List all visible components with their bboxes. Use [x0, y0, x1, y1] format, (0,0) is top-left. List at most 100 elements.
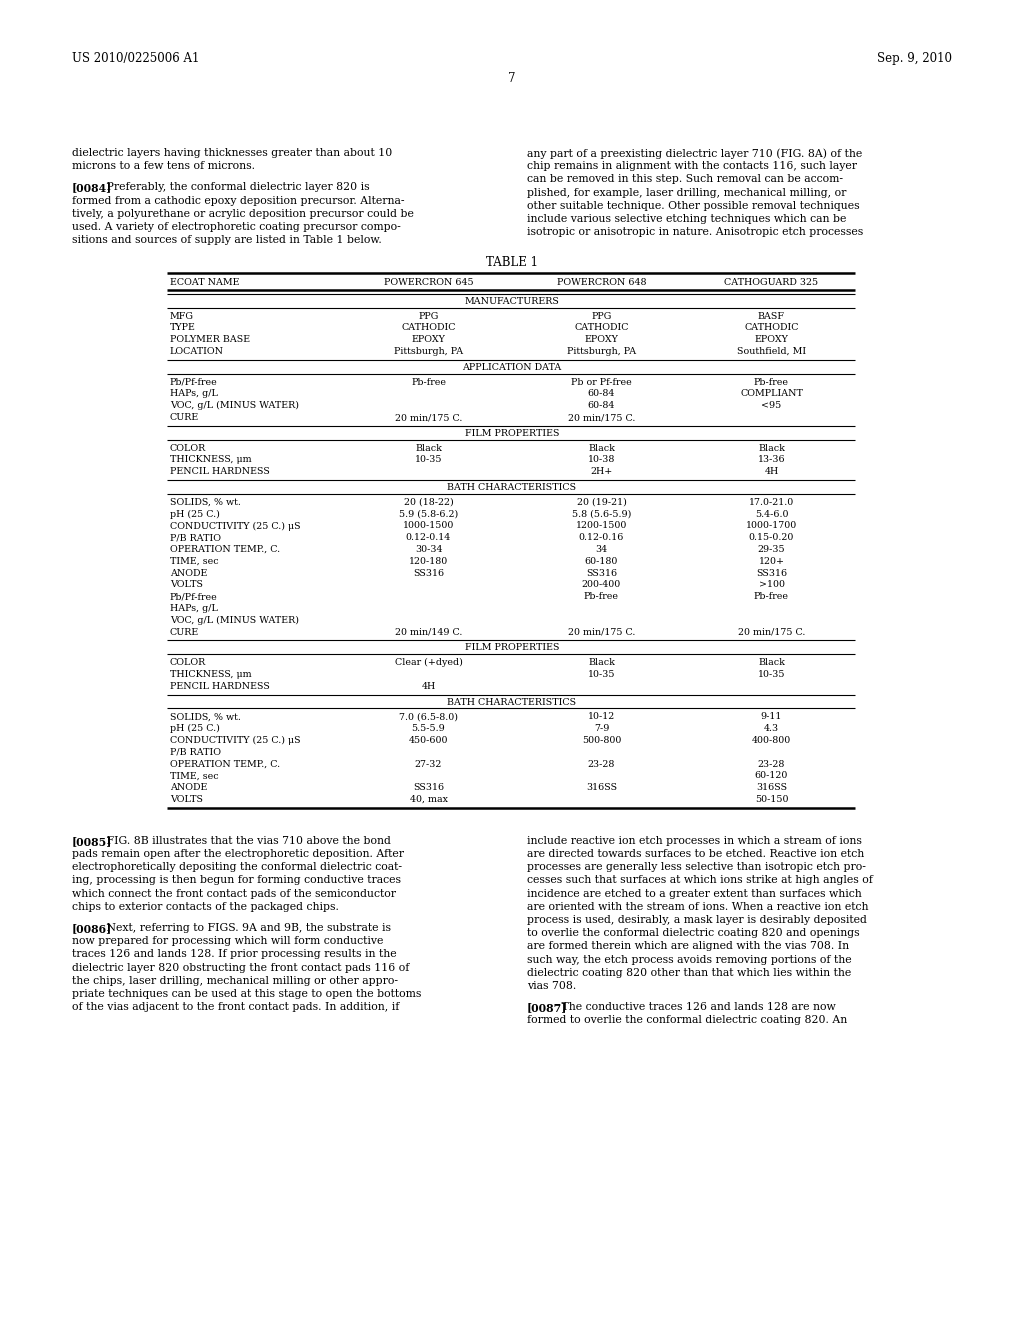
- Text: 7-9: 7-9: [594, 725, 609, 733]
- Text: 7.0 (6.5-8.0): 7.0 (6.5-8.0): [399, 713, 458, 722]
- Text: CURE: CURE: [170, 413, 200, 422]
- Text: priate techniques can be used at this stage to open the bottoms: priate techniques can be used at this st…: [72, 989, 421, 999]
- Text: SS316: SS316: [413, 783, 444, 792]
- Text: FILM PROPERTIES: FILM PROPERTIES: [465, 429, 559, 438]
- Text: 120-180: 120-180: [409, 557, 449, 566]
- Text: 1000-1500: 1000-1500: [402, 521, 455, 531]
- Text: 23-28: 23-28: [758, 759, 785, 768]
- Text: 20 min/175 C.: 20 min/175 C.: [738, 627, 805, 636]
- Text: 10-35: 10-35: [415, 455, 442, 465]
- Text: PPG: PPG: [419, 312, 438, 321]
- Text: PENCIL HARDNESS: PENCIL HARDNESS: [170, 682, 270, 690]
- Text: EPOXY: EPOXY: [585, 335, 618, 345]
- Text: SS316: SS316: [413, 569, 444, 578]
- Text: CONDUCTIVITY (25 C.) μS: CONDUCTIVITY (25 C.) μS: [170, 521, 301, 531]
- Text: Pb or Pf-free: Pb or Pf-free: [571, 378, 632, 387]
- Text: POWERCRON 648: POWERCRON 648: [557, 279, 646, 286]
- Text: Sep. 9, 2010: Sep. 9, 2010: [877, 51, 952, 65]
- Text: OPERATION TEMP., C.: OPERATION TEMP., C.: [170, 759, 281, 768]
- Text: EPOXY: EPOXY: [755, 335, 788, 345]
- Text: process is used, desirably, a mask layer is desirably deposited: process is used, desirably, a mask layer…: [527, 915, 867, 925]
- Text: COMPLIANT: COMPLIANT: [740, 389, 803, 399]
- Text: 5.4-6.0: 5.4-6.0: [755, 510, 788, 519]
- Text: 450-600: 450-600: [409, 737, 449, 744]
- Text: HAPs, g/L: HAPs, g/L: [170, 605, 218, 612]
- Text: isotropic or anisotropic in nature. Anisotropic etch processes: isotropic or anisotropic in nature. Anis…: [527, 227, 863, 238]
- Text: Pb/Pf-free: Pb/Pf-free: [170, 593, 218, 601]
- Text: Black: Black: [588, 659, 615, 667]
- Text: any part of a preexisting dielectric layer 710 (FIG. 8A) of the: any part of a preexisting dielectric lay…: [527, 148, 862, 158]
- Text: chips to exterior contacts of the packaged chips.: chips to exterior contacts of the packag…: [72, 902, 339, 912]
- Text: 0.12-0.14: 0.12-0.14: [406, 533, 452, 543]
- Text: SOLIDS, % wt.: SOLIDS, % wt.: [170, 498, 241, 507]
- Text: 0.15-0.20: 0.15-0.20: [749, 533, 795, 543]
- Text: formed from a cathodic epoxy deposition precursor. Alterna-: formed from a cathodic epoxy deposition …: [72, 195, 404, 206]
- Text: BATH CHARACTERISTICS: BATH CHARACTERISTICS: [447, 697, 577, 706]
- Text: VOC, g/L (MINUS WATER): VOC, g/L (MINUS WATER): [170, 616, 299, 624]
- Text: 2H+: 2H+: [591, 467, 612, 477]
- Text: ANODE: ANODE: [170, 783, 208, 792]
- Text: dielectric layer 820 obstructing the front contact pads 116 of: dielectric layer 820 obstructing the fro…: [72, 962, 410, 973]
- Text: TIME, sec: TIME, sec: [170, 557, 219, 566]
- Text: BASF: BASF: [758, 312, 785, 321]
- Text: 20 (18-22): 20 (18-22): [403, 498, 454, 507]
- Text: ANODE: ANODE: [170, 569, 208, 578]
- Text: FIG. 8B illustrates that the vias 710 above the bond: FIG. 8B illustrates that the vias 710 ab…: [96, 836, 391, 846]
- Text: COLOR: COLOR: [170, 444, 206, 453]
- Text: CATHODIC: CATHODIC: [744, 323, 799, 333]
- Text: can be removed in this step. Such removal can be accom-: can be removed in this step. Such remova…: [527, 174, 843, 185]
- Text: 20 min/175 C.: 20 min/175 C.: [568, 627, 635, 636]
- Text: of the vias adjacent to the front contact pads. In addition, if: of the vias adjacent to the front contac…: [72, 1002, 399, 1012]
- Text: CATHOGUARD 325: CATHOGUARD 325: [724, 279, 818, 286]
- Text: P/B RATIO: P/B RATIO: [170, 533, 221, 543]
- Text: cesses such that surfaces at which ions strike at high angles of: cesses such that surfaces at which ions …: [527, 875, 872, 886]
- Text: SS316: SS316: [586, 569, 617, 578]
- Text: THICKNESS, μm: THICKNESS, μm: [170, 455, 252, 465]
- Text: to overlie the conformal dielectric coating 820 and openings: to overlie the conformal dielectric coat…: [527, 928, 859, 939]
- Text: The conductive traces 126 and lands 128 are now: The conductive traces 126 and lands 128 …: [551, 1002, 836, 1012]
- Text: TIME, sec: TIME, sec: [170, 771, 219, 780]
- Text: 4H: 4H: [764, 467, 778, 477]
- Text: incidence are etched to a greater extent than surfaces which: incidence are etched to a greater extent…: [527, 888, 862, 899]
- Text: 60-180: 60-180: [585, 557, 618, 566]
- Text: 60-84: 60-84: [588, 401, 615, 411]
- Text: are directed towards surfaces to be etched. Reactive ion etch: are directed towards surfaces to be etch…: [527, 849, 864, 859]
- Text: Pittsburgh, PA: Pittsburgh, PA: [394, 347, 463, 356]
- Text: pads remain open after the electrophoretic deposition. After: pads remain open after the electrophoret…: [72, 849, 404, 859]
- Text: 0.12-0.16: 0.12-0.16: [579, 533, 625, 543]
- Text: OPERATION TEMP., C.: OPERATION TEMP., C.: [170, 545, 281, 554]
- Text: 20 min/175 C.: 20 min/175 C.: [395, 413, 462, 422]
- Text: 316SS: 316SS: [756, 783, 787, 792]
- Text: Preferably, the conformal dielectric layer 820 is: Preferably, the conformal dielectric lay…: [96, 182, 370, 193]
- Text: 316SS: 316SS: [586, 783, 617, 792]
- Text: formed to overlie the conformal dielectric coating 820. An: formed to overlie the conformal dielectr…: [527, 1015, 847, 1026]
- Text: 50-150: 50-150: [755, 795, 788, 804]
- Text: PENCIL HARDNESS: PENCIL HARDNESS: [170, 467, 270, 477]
- Text: Pittsburgh, PA: Pittsburgh, PA: [567, 347, 636, 356]
- Text: [0084]: [0084]: [72, 182, 113, 193]
- Text: Next, referring to FIGS. 9A and 9B, the substrate is: Next, referring to FIGS. 9A and 9B, the …: [96, 923, 391, 933]
- Text: US 2010/0225006 A1: US 2010/0225006 A1: [72, 51, 200, 65]
- Text: 5.5-5.9: 5.5-5.9: [412, 725, 445, 733]
- Text: Black: Black: [758, 659, 785, 667]
- Text: Black: Black: [415, 444, 442, 453]
- Text: 200-400: 200-400: [582, 581, 622, 590]
- Text: processes are generally less selective than isotropic etch pro-: processes are generally less selective t…: [527, 862, 866, 873]
- Text: such way, the etch process avoids removing portions of the: such way, the etch process avoids removi…: [527, 954, 852, 965]
- Text: SOLIDS, % wt.: SOLIDS, % wt.: [170, 713, 241, 722]
- Text: are oriented with the stream of ions. When a reactive ion etch: are oriented with the stream of ions. Wh…: [527, 902, 868, 912]
- Text: 20 (19-21): 20 (19-21): [577, 498, 627, 507]
- Text: BATH CHARACTERISTICS: BATH CHARACTERISTICS: [447, 483, 577, 492]
- Text: 60-84: 60-84: [588, 389, 615, 399]
- Text: the chips, laser drilling, mechanical milling or other appro-: the chips, laser drilling, mechanical mi…: [72, 975, 398, 986]
- Text: traces 126 and lands 128. If prior processing results in the: traces 126 and lands 128. If prior proce…: [72, 949, 396, 960]
- Text: ECOAT NAME: ECOAT NAME: [170, 279, 240, 286]
- Text: P/B RATIO: P/B RATIO: [170, 748, 221, 756]
- Text: CATHODIC: CATHODIC: [401, 323, 456, 333]
- Text: 20 min/175 C.: 20 min/175 C.: [568, 413, 635, 422]
- Text: include reactive ion etch processes in which a stream of ions: include reactive ion etch processes in w…: [527, 836, 862, 846]
- Text: VOLTS: VOLTS: [170, 581, 203, 590]
- Text: Pb/Pf-free: Pb/Pf-free: [170, 378, 218, 387]
- Text: COLOR: COLOR: [170, 659, 206, 667]
- Text: dielectric coating 820 other than that which lies within the: dielectric coating 820 other than that w…: [527, 968, 851, 978]
